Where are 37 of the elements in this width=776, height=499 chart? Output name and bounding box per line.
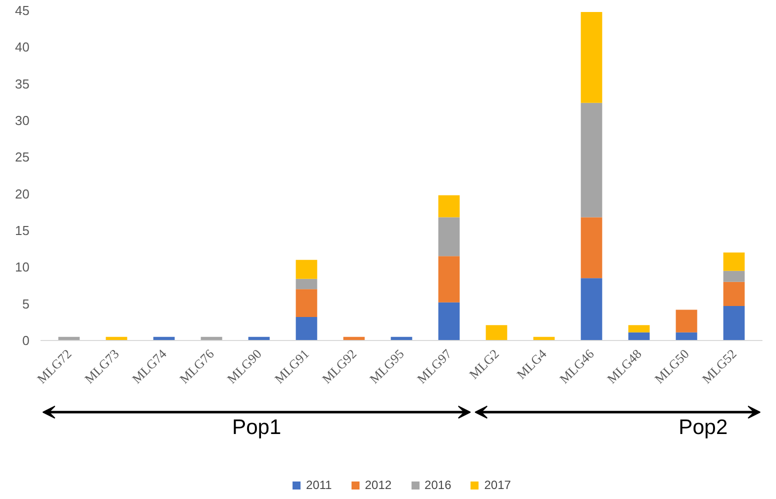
y-tick-label: 10 [15,260,30,275]
bar [296,317,318,340]
bar [723,252,745,271]
bar [723,306,745,340]
y-tick-label: 25 [15,150,30,165]
bar [296,289,318,318]
bar [296,260,318,279]
text: Pop1 [232,416,282,440]
bar [628,332,650,340]
bar [438,217,460,256]
y-tick-label: 40 [15,40,30,55]
legend-label: 2011 [306,478,332,492]
bar [438,256,460,302]
bar [580,278,602,340]
bar [580,102,602,218]
legend-label: 2012 [364,478,392,492]
bar [628,325,650,332]
legend-label: 2017 [484,478,511,492]
y-tick-label: 30 [15,113,30,128]
bar [676,310,698,332]
bar [676,332,698,340]
bar [438,195,460,218]
y-tick-label: 35 [15,76,30,92]
y-tick-label: 15 [15,223,30,238]
bar [723,270,745,282]
bar [296,278,318,290]
text: Pop2 [678,416,728,440]
bar [438,302,460,340]
bar [486,325,508,340]
bar [723,282,745,306]
y-tick-label: 20 [15,186,30,202]
y-tick-label: 45 [15,3,30,18]
y-tick-label: 0 [22,333,30,348]
bar [580,217,602,278]
bar [580,12,602,103]
y-tick-label: 5 [22,296,30,312]
legend-label: 2016 [424,478,452,492]
